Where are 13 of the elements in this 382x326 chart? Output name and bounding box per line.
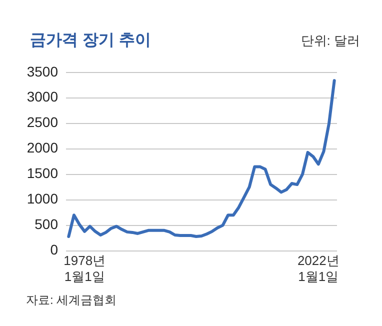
text: 자료: 세계금협회 [26,292,117,309]
chart-title: 금가격 장기 추이 [30,31,151,51]
x-tick-label: 1978년 1월1일 [64,253,106,284]
y-tick-label: 1500 [26,165,58,182]
y-tick-label: 0 [50,242,58,258]
x-tick-label: 2022년 1월1일 [297,253,340,284]
y-tick-label: 2000 [26,140,58,156]
y-tick-label: 500 [34,216,58,232]
y-tick-label: 3000 [26,88,58,105]
y-tick-label: 1000 [26,190,58,207]
y-axis-title: 단위: 달러 [300,32,360,50]
y-tick-label: 3500 [26,63,58,80]
y-tick-label: 2500 [26,114,58,130]
